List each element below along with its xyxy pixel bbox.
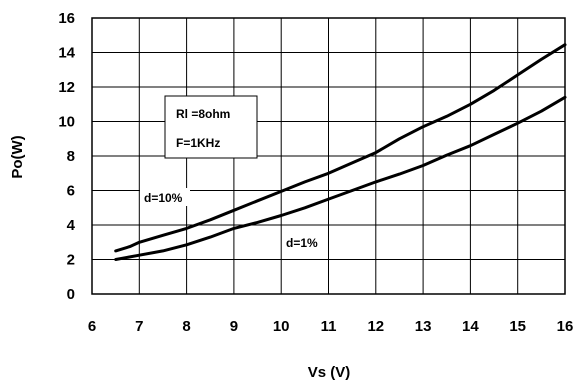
- x-tick-label: 10: [273, 318, 290, 335]
- y-tick-label: 8: [67, 148, 75, 165]
- y-tick-label: 0: [67, 286, 75, 303]
- x-tick-label: 13: [415, 318, 432, 335]
- plot-frame: [91, 17, 566, 295]
- conditions-box-frame: [164, 95, 258, 159]
- y-tick-label: 6: [67, 183, 75, 200]
- x-tick-label: 16: [557, 318, 574, 335]
- y-tick-labels: 0 2 4 6 8 10 12 14 16: [58, 10, 75, 303]
- x-tick-labels: 6 7 8 9 10 11 12 13 14 15 16: [88, 318, 574, 335]
- y-tick-label: 4: [67, 217, 76, 234]
- annotation-load: Rl =8ohm: [176, 107, 230, 121]
- x-tick-label: 15: [509, 318, 526, 335]
- conditions-box: Rl =8ohm F=1KHz: [164, 95, 258, 159]
- series-label-bg-d1: [282, 233, 328, 251]
- series-line-d1: [114, 95, 567, 261]
- y-tick-label: 16: [58, 10, 75, 27]
- x-tick-label: 6: [88, 318, 96, 335]
- series-line-d10: [114, 43, 567, 253]
- annotation-frequency: F=1KHz: [176, 136, 220, 150]
- y-tick-label: 12: [58, 79, 75, 96]
- x-tick-label: 11: [321, 318, 337, 335]
- series-label-bg-d10: [140, 188, 190, 206]
- x-tick-label: 14: [462, 318, 479, 335]
- x-tick-label: 9: [230, 318, 238, 335]
- series-label-d1: d=1%: [286, 236, 318, 250]
- x-axis-label: Vs (V): [308, 364, 351, 381]
- y-tick-label: 10: [58, 114, 75, 131]
- x-tick-label: 12: [367, 318, 384, 335]
- y-tick-label: 14: [58, 45, 75, 62]
- x-tick-label: 8: [182, 318, 190, 335]
- series-labels: d=10% d=1%: [140, 188, 328, 251]
- grid: [91, 17, 566, 295]
- y-axis-label: Po(W): [9, 135, 26, 178]
- series-lines: [114, 43, 567, 261]
- series-label-d10: d=10%: [144, 191, 183, 205]
- x-tick-label: 7: [135, 318, 143, 335]
- y-tick-label: 2: [67, 252, 75, 269]
